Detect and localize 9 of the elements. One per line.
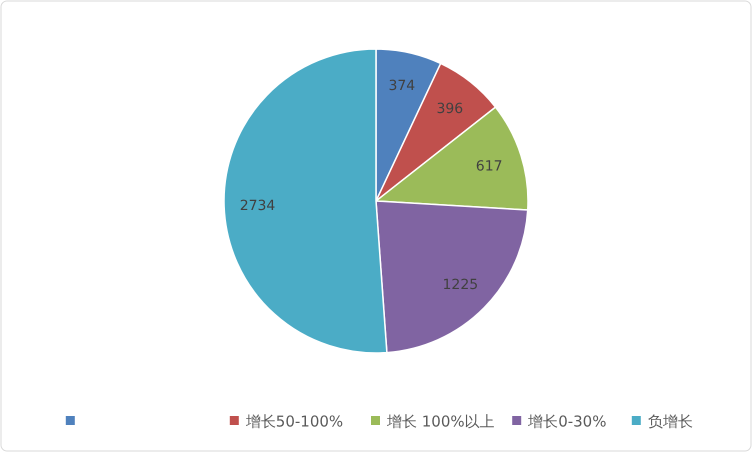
legend-label: 增长0-30% <box>527 412 606 430</box>
data-label: 2734 <box>240 198 276 214</box>
data-label: 374 <box>388 78 416 94</box>
legend-label: 负增长 <box>648 412 693 430</box>
data-label: 396 <box>436 101 464 118</box>
legend-label: 增长 100%以上 <box>386 412 495 430</box>
data-label: 617 <box>476 158 503 174</box>
legend-label: 增长50-100% <box>244 412 344 430</box>
data-label: 1225 <box>442 277 478 294</box>
